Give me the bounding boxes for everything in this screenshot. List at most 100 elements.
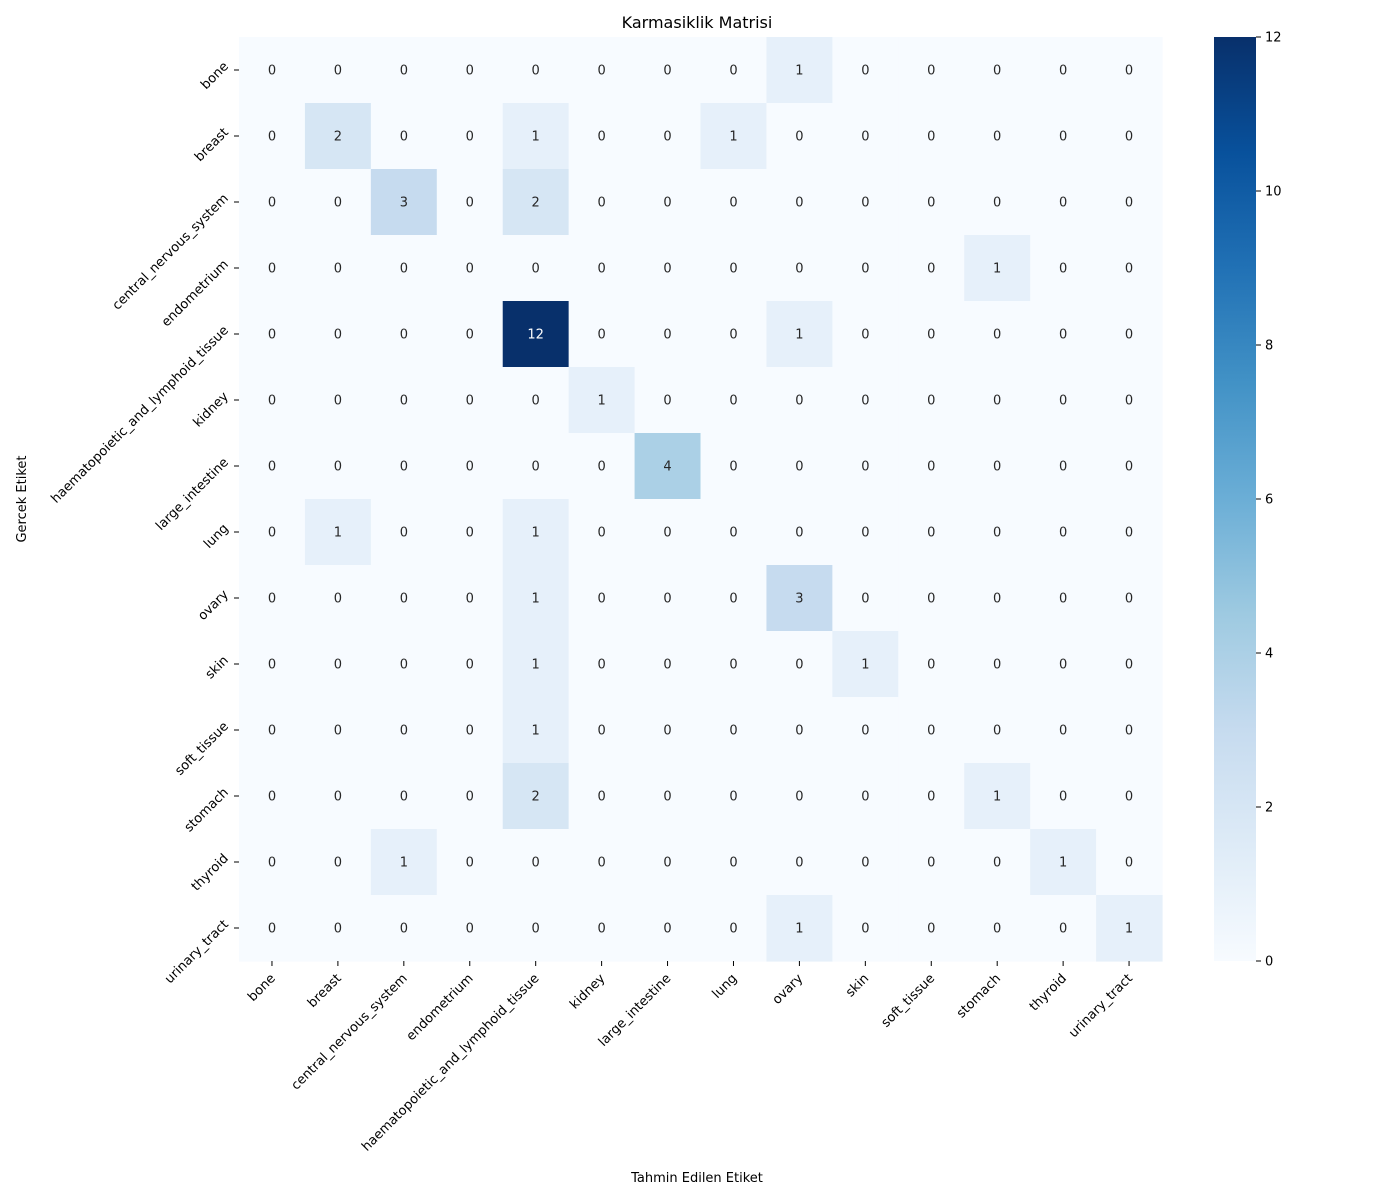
colorbar-tick-label: 2 — [1265, 801, 1273, 816]
colorbar-tick-label: 6 — [1265, 493, 1273, 508]
heatmap-cell — [898, 697, 965, 764]
cell-value-label: 0 — [334, 394, 342, 409]
y-tick-label: kidney — [191, 389, 232, 430]
heatmap-cell — [304, 499, 372, 566]
cell-value-label: 0 — [993, 394, 1001, 409]
heatmap-cell — [239, 301, 306, 368]
heatmap-cell — [898, 763, 965, 830]
heatmap-cell — [1096, 499, 1163, 566]
y-tick-label: central_nervous_system — [110, 191, 232, 313]
heatmap-cell — [568, 697, 636, 764]
heatmap-cells: 0 0 0 0 0 0 0 0 1 0 0 0 0 0 0 2 0 0 1 0 0 1 0 0 0 0 0 0 0 0 3 0 2 0 0 0 0 0 0 0… — [239, 37, 1163, 962]
heatmap-cell — [1096, 235, 1163, 302]
cell-value-label: 0 — [729, 922, 737, 937]
heatmap-cell — [1096, 895, 1163, 962]
cell-value-label: 0 — [1059, 526, 1067, 541]
heatmap-cell — [436, 169, 504, 236]
heatmap-cell — [239, 565, 306, 632]
heatmap-cell — [964, 829, 1031, 896]
cell-value-label: 0 — [927, 790, 935, 805]
heatmap-cell — [832, 37, 899, 104]
heatmap-cell — [304, 829, 372, 896]
cell-value-label: 0 — [268, 658, 276, 673]
heatmap-cell — [1096, 829, 1163, 896]
cell-value-label: 0 — [532, 262, 540, 277]
heatmap-cell — [502, 367, 570, 434]
y-axis: bone breast central_nervous_systemendometr… — [48, 59, 239, 987]
chart-title: Karmasiklik Matrisi — [622, 13, 773, 32]
heatmap-cell — [502, 499, 570, 566]
cell-value-label: 0 — [466, 196, 474, 211]
heatmap-cell — [502, 895, 570, 962]
heatmap-cell — [832, 829, 899, 896]
cell-value-label: 0 — [663, 262, 671, 277]
heatmap-cell — [634, 301, 702, 368]
heatmap-cell — [766, 697, 833, 764]
cell-value-label: 1 — [532, 526, 540, 541]
heatmap-cell — [964, 697, 1031, 764]
colorbar-tick-label: 0 — [1265, 955, 1273, 970]
cell-value-label: 0 — [466, 526, 474, 541]
cell-value-label: 0 — [663, 394, 671, 409]
cell-value-label: 0 — [927, 526, 935, 541]
cell-value-label: 1 — [532, 130, 540, 145]
cell-value-label: 0 — [729, 526, 737, 541]
heatmap-cell — [634, 829, 702, 896]
cell-value-label: 0 — [597, 130, 605, 145]
cell-value-label: 3 — [400, 196, 408, 211]
heatmap-cell — [1030, 235, 1097, 302]
y-tick-label: stomach — [182, 785, 232, 835]
cell-value-label: 0 — [334, 64, 342, 79]
cell-value-label: 1 — [334, 526, 342, 541]
cell-value-label: 0 — [861, 394, 869, 409]
heatmap-cell — [239, 763, 306, 830]
cell-value-label: 0 — [993, 130, 1001, 145]
heatmap-cell — [370, 763, 438, 830]
heatmap-cell — [766, 37, 833, 104]
heatmap-cell — [898, 169, 965, 236]
heatmap-cell — [832, 103, 899, 170]
heatmap-cell — [964, 37, 1031, 104]
heatmap-cell — [634, 103, 702, 170]
heatmap-cell — [304, 367, 372, 434]
cell-value-label: 0 — [268, 922, 276, 937]
heatmap-cell — [568, 301, 636, 368]
cell-value-label: 0 — [1125, 790, 1133, 805]
y-tick-label: breast — [192, 125, 232, 165]
cell-value-label: 0 — [597, 724, 605, 739]
heatmap-cell — [832, 763, 899, 830]
heatmap-cell — [898, 895, 965, 962]
cell-value-label: 0 — [597, 460, 605, 475]
heatmap-cell — [766, 499, 833, 566]
colorbar-tick-label: 12 — [1265, 31, 1282, 46]
cell-value-label: 0 — [466, 328, 474, 343]
cell-value-label: 0 — [597, 790, 605, 805]
cell-value-label: 0 — [927, 592, 935, 607]
heatmap-cell — [502, 169, 570, 236]
heatmap-cell — [898, 301, 965, 368]
heatmap-cell — [370, 433, 438, 500]
cell-value-label: 0 — [729, 262, 737, 277]
cell-value-label: 0 — [861, 262, 869, 277]
cell-value-label: 2 — [532, 790, 540, 805]
cell-value-label: 0 — [334, 724, 342, 739]
heatmap-cell — [239, 103, 306, 170]
heatmap-cell — [898, 631, 965, 698]
heatmap-cell — [634, 433, 702, 500]
x-axis-label: Tahmin Edilen Etiket — [630, 1171, 763, 1186]
heatmap-cell — [964, 103, 1031, 170]
cell-value-label: 0 — [795, 658, 803, 673]
cell-value-label: 0 — [334, 460, 342, 475]
cell-value-label: 0 — [1059, 64, 1067, 79]
heatmap-cell — [1096, 697, 1163, 764]
heatmap-cell — [568, 565, 636, 632]
heatmap-cell — [766, 565, 833, 632]
x-tick-label: urinary_tract — [1066, 971, 1136, 1041]
heatmap-cell — [370, 829, 438, 896]
heatmap-cell — [832, 631, 899, 698]
cell-value-label: 0 — [993, 328, 1001, 343]
cell-value-label: 1 — [729, 130, 737, 145]
heatmap-cell — [304, 565, 372, 632]
heatmap-cell — [700, 367, 768, 434]
heatmap-cell — [1030, 697, 1097, 764]
